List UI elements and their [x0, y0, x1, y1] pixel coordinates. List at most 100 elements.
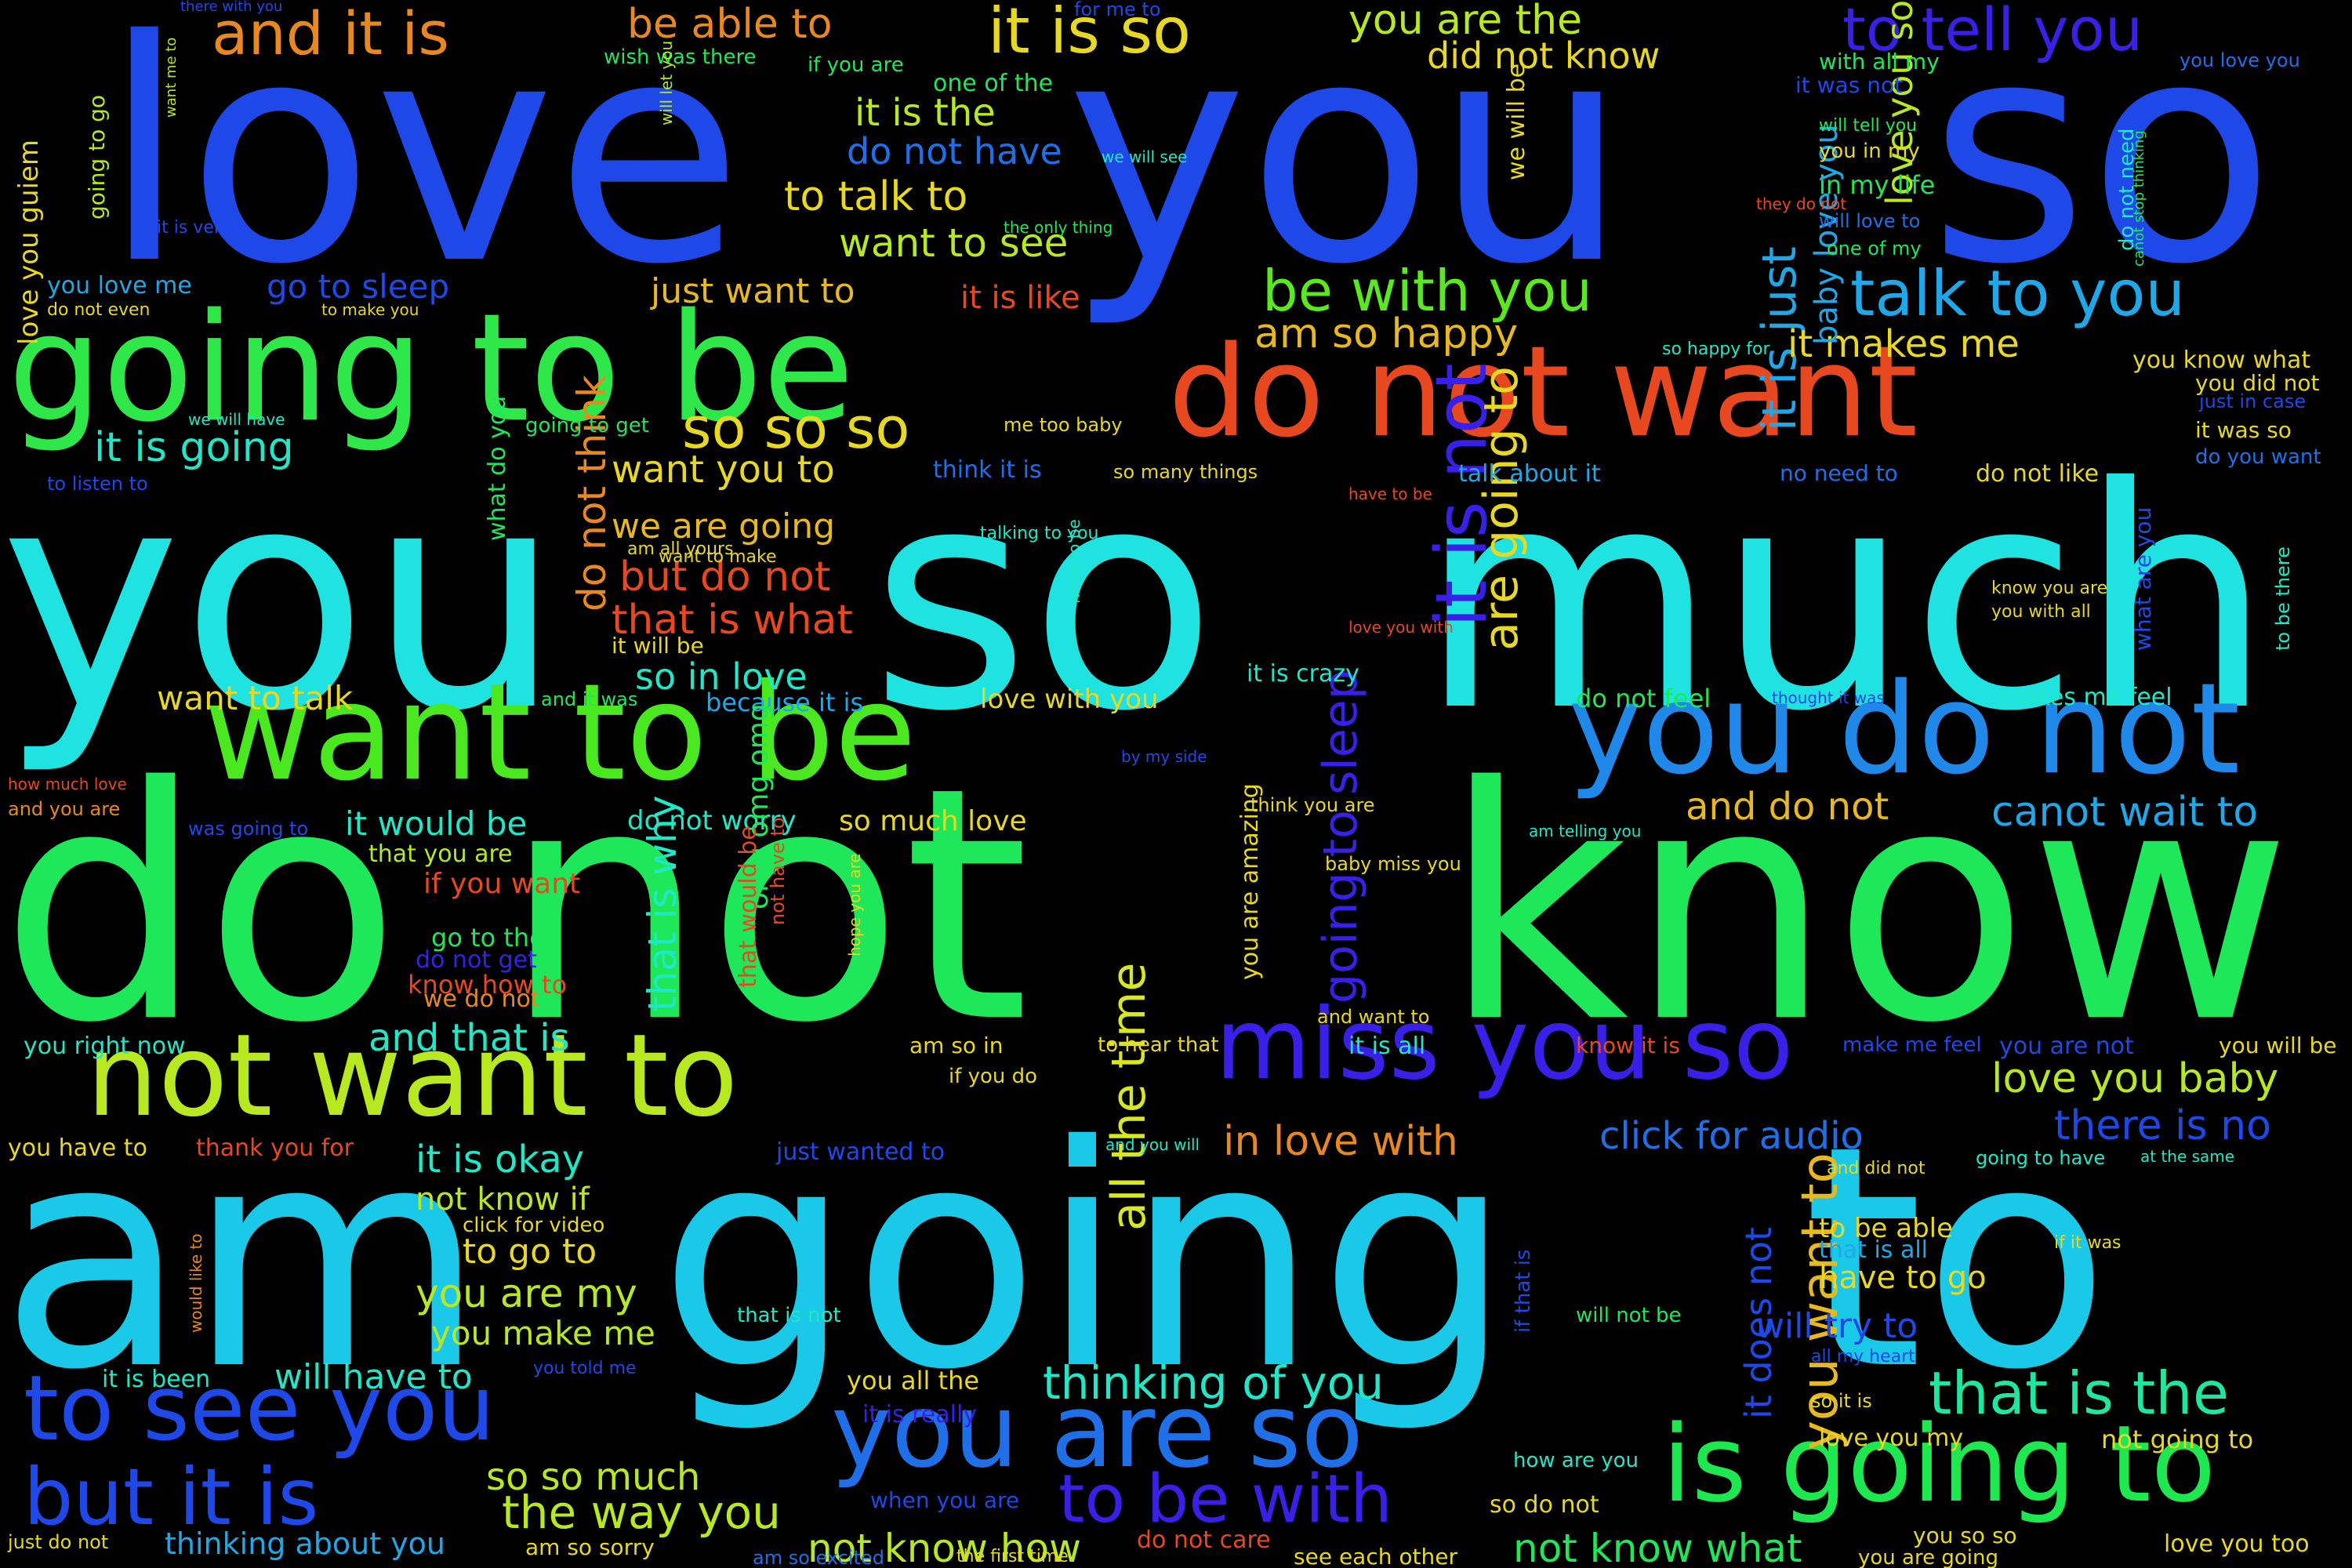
cloud-word: am so in	[909, 1033, 1004, 1058]
cloud-word: love you with	[1348, 618, 1454, 637]
cloud-word: we will see	[1102, 147, 1188, 166]
cloud-word: do not care	[1137, 1526, 1271, 1554]
cloud-word: you in my	[1819, 140, 1920, 163]
cloud-word: the only thing	[1004, 218, 1113, 237]
cloud-word: because it is	[706, 688, 864, 717]
cloud-word: do you want	[2195, 445, 2321, 469]
cloud-word: you right now	[24, 1033, 186, 1060]
cloud-word: will let you	[657, 40, 676, 125]
cloud-word: not know what	[1513, 1526, 1802, 1568]
cloud-word: click for audio	[1599, 1114, 1864, 1158]
cloud-word: that would be	[735, 826, 762, 988]
cloud-word: thank you for	[196, 1134, 354, 1162]
cloud-word: for me to	[1074, 0, 1161, 20]
cloud-word: that is the	[1929, 1359, 2229, 1428]
cloud-word: will tell you	[1819, 116, 1918, 136]
cloud-word: to be there	[2272, 546, 2294, 651]
cloud-word: going to be	[8, 281, 855, 455]
cloud-word: you all the	[847, 1366, 980, 1396]
cloud-word: so many things	[1113, 461, 1258, 483]
cloud-word: to be with	[1058, 1461, 1392, 1538]
cloud-word: in my life	[1819, 170, 1936, 200]
cloud-word: to make you	[321, 300, 419, 319]
cloud-word: am all yours	[627, 539, 734, 559]
cloud-word: we are going	[612, 506, 836, 546]
cloud-word: and it was	[541, 688, 638, 710]
cloud-word: so	[1929, 0, 2275, 331]
cloud-word: and want to	[1317, 1006, 1430, 1028]
cloud-word: it is crazy	[1247, 660, 1359, 688]
cloud-word: know you are	[1991, 579, 2108, 598]
cloud-word: will not be	[1576, 1304, 1682, 1327]
cloud-word: you love me	[47, 272, 192, 299]
cloud-word: would like to	[187, 1233, 205, 1333]
cloud-word: it is all	[1348, 1033, 1426, 1060]
cloud-word: thought it was	[1772, 688, 1885, 707]
cloud-word: do not feel	[1576, 684, 1711, 713]
cloud-word: at the same	[2140, 1147, 2235, 1166]
cloud-word: will have to	[274, 1357, 473, 1397]
cloud-word: thinking about you	[165, 1526, 446, 1561]
cloud-word: know how to	[408, 970, 568, 1000]
cloud-word: you are my	[416, 1271, 637, 1316]
cloud-word: to go to	[463, 1232, 597, 1272]
cloud-word: it is so	[988, 0, 1191, 67]
cloud-word: so in love	[635, 655, 808, 698]
cloud-word: you are so	[831, 1371, 1364, 1490]
cloud-word: it is been	[102, 1366, 211, 1393]
cloud-word: so it is	[1811, 1390, 1872, 1412]
cloud-word: am	[0, 1080, 485, 1436]
cloud-word: need to be	[1065, 519, 1083, 604]
cloud-word: to hear that	[1098, 1033, 1219, 1057]
cloud-word: love you too	[2164, 1530, 2310, 1558]
cloud-word: not have to	[767, 817, 789, 925]
cloud-word: the way you	[502, 1486, 781, 1539]
cloud-word: the first time	[956, 1547, 1069, 1566]
cloud-word: will love to	[1819, 210, 1921, 232]
cloud-word: just wanted to	[776, 1138, 946, 1166]
cloud-word: what are you	[2130, 506, 2156, 651]
cloud-word: how are you	[1513, 1449, 1639, 1472]
cloud-word: have to go	[1819, 1260, 1987, 1296]
cloud-word: going	[659, 1080, 1513, 1436]
cloud-word: with all my	[1819, 49, 1940, 74]
cloud-word: all the time	[1102, 962, 1156, 1231]
cloud-word: they do not	[1756, 194, 1847, 213]
cloud-word: it is okay	[416, 1138, 585, 1181]
cloud-word: makes me feel	[1999, 684, 2172, 711]
cloud-word: am so happy	[1254, 310, 1519, 358]
cloud-word: it is going	[94, 424, 294, 471]
cloud-word: one of my	[1827, 238, 1922, 260]
cloud-word: it was not	[1795, 72, 1904, 98]
cloud-word: talking to you	[980, 524, 1099, 543]
cloud-word: you do not	[1568, 655, 2241, 802]
cloud-word: it was so	[2195, 417, 2292, 443]
cloud-word: it is really	[862, 1401, 978, 1428]
cloud-word: that is what	[612, 597, 853, 644]
cloud-word: think it is	[933, 456, 1042, 484]
cloud-word: one of the	[933, 70, 1054, 97]
cloud-word: going to sleep	[1313, 670, 1368, 1004]
cloud-word: you have to	[8, 1134, 147, 1162]
cloud-word: love you my	[1819, 1425, 1964, 1452]
cloud-word: want to see	[839, 220, 1069, 266]
cloud-word: thinking of you	[1043, 1356, 1384, 1410]
cloud-word: to tell you	[1842, 0, 2143, 64]
cloud-word: not want to	[86, 1010, 739, 1142]
cloud-word: it is very	[157, 218, 231, 238]
cloud-word: am telling you	[1529, 822, 1642, 840]
cloud-word: want to talk	[157, 679, 354, 717]
cloud-word: that is not	[737, 1304, 841, 1327]
cloud-word: it will be	[612, 633, 704, 659]
cloud-word: to	[1803, 1080, 2111, 1436]
cloud-word: but it is	[24, 1451, 319, 1543]
cloud-word: you love you	[2180, 49, 2300, 71]
cloud-word: love you baby	[1991, 1055, 2279, 1102]
cloud-word: be with you	[1262, 258, 1592, 324]
cloud-word: canot wait to	[1991, 789, 2259, 836]
cloud-word: how much love	[8, 775, 127, 793]
cloud-word: that is all	[1819, 1236, 1929, 1264]
cloud-word: just do not	[8, 1531, 109, 1553]
cloud-word: do not	[0, 718, 1029, 1093]
